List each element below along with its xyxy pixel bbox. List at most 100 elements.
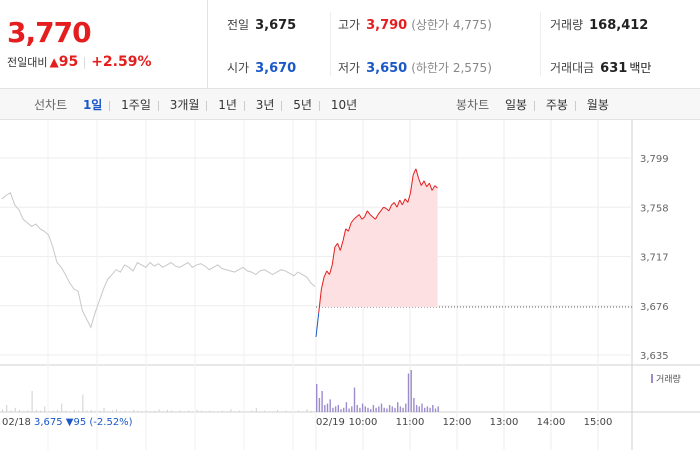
intraday-line-segment	[361, 216, 365, 220]
volume-bar	[234, 411, 236, 412]
volume-bar	[324, 405, 326, 412]
intraday-line-segment	[391, 202, 395, 206]
volume-bar	[124, 410, 126, 412]
intraday-line-segment	[339, 240, 344, 251]
intraday-line-segment	[372, 216, 376, 220]
tab-3m[interactable]: 3개월	[169, 98, 200, 112]
intraday-line-segment	[420, 180, 425, 186]
volume-bar	[318, 398, 321, 412]
volume-bar	[238, 410, 240, 412]
volume-bar	[69, 411, 71, 412]
volume-bar	[82, 394, 84, 412]
volume-bar	[179, 410, 181, 412]
volume-bar	[268, 411, 270, 412]
intraday-line-segment	[374, 214, 379, 220]
price-box: 3,770 전일대비 ▲95 +2.59%	[0, 0, 208, 88]
volume-bar	[243, 411, 245, 412]
volume-bar	[247, 411, 249, 412]
volume-bar	[230, 409, 232, 412]
volume-label: 거래량	[550, 18, 584, 32]
volume-bar	[397, 402, 399, 412]
volume-bar	[372, 405, 375, 412]
high-stat: 고가 3,790 (상한가 4,775)	[338, 16, 492, 33]
volume-bar	[348, 408, 350, 412]
amount-value: 631	[600, 61, 628, 76]
volume-bar	[364, 406, 366, 412]
intraday-line-segment	[401, 198, 406, 206]
volume-bar	[378, 406, 380, 412]
volume-bar	[162, 411, 164, 412]
tab-10y[interactable]: 10년	[330, 98, 358, 112]
divider	[318, 100, 320, 111]
volume-bar	[61, 403, 63, 412]
volume-legend-label: 거래량	[656, 373, 681, 385]
volume-bar	[23, 411, 25, 412]
volume-bar	[65, 410, 67, 412]
change-label: 전일대비	[7, 56, 48, 69]
volume-bar	[272, 411, 274, 412]
intraday-line-segment	[388, 204, 393, 212]
volume-bar	[432, 405, 434, 412]
divider	[206, 100, 208, 111]
amount-label: 거래대금	[550, 61, 595, 75]
tab-daily[interactable]: 일봉	[504, 98, 528, 112]
volume-bar	[166, 409, 168, 412]
volume-bar	[391, 406, 393, 412]
divider	[84, 56, 86, 69]
tab-1y[interactable]: 1년	[218, 98, 237, 112]
x-tick-label: 14:00	[537, 417, 566, 428]
volume-bar	[276, 409, 278, 412]
volume-bar	[426, 406, 429, 412]
volume-bar	[315, 411, 316, 412]
divider	[109, 100, 111, 111]
divider	[534, 100, 536, 111]
volume-bar	[44, 406, 46, 412]
volume-bar	[337, 405, 339, 412]
tab-weekly[interactable]: 주봉	[545, 98, 568, 112]
volume-bar	[334, 406, 337, 412]
volume-bar	[48, 411, 50, 412]
volume-bar	[386, 408, 388, 412]
volume-bar	[73, 409, 75, 412]
intraday-line-segment	[415, 168, 420, 179]
volume-bar	[154, 410, 156, 412]
intraday-line-segment	[385, 208, 390, 212]
intraday-line-segment	[366, 210, 371, 215]
y-tick-label: 3,676	[640, 302, 669, 313]
volume-bar	[150, 411, 152, 412]
intraday-line-segment	[410, 174, 414, 193]
volume-bar	[281, 411, 283, 412]
open-value: 3,670	[255, 61, 297, 76]
change-percent: +2.59%	[91, 54, 152, 70]
volume-bar	[316, 384, 318, 412]
candle-chart-tabs: 봉차트 일봉 주봉 월봉	[456, 96, 611, 113]
volume-bar	[120, 411, 122, 412]
tab-1d[interactable]: 1일	[82, 98, 103, 112]
volume-bar	[107, 411, 109, 412]
intraday-line-segment	[331, 246, 336, 265]
tab-monthly[interactable]: 월봉	[586, 98, 609, 112]
open-stat: 시가 3,670	[227, 59, 296, 76]
volume-bar	[78, 410, 80, 412]
volume-bar	[306, 409, 308, 412]
intraday-line-segment	[329, 264, 333, 275]
tab-1w[interactable]: 1주일	[121, 98, 151, 112]
tab-3y[interactable]: 3년	[255, 98, 275, 112]
volume-bar	[383, 407, 385, 412]
intraday-fill	[316, 168, 438, 307]
volume-legend-swatch	[651, 374, 653, 383]
intraday-line-segment	[426, 182, 430, 188]
intraday-line-segment	[334, 242, 339, 248]
divider	[157, 100, 159, 111]
intraday-line-segment	[358, 214, 363, 220]
volume-bar	[310, 410, 312, 412]
volume-bar	[260, 411, 262, 412]
amount-unit: 백만	[629, 61, 652, 75]
x-tick-label: 13:00	[490, 417, 519, 428]
volume-bar	[343, 407, 345, 412]
divider	[243, 100, 245, 111]
low-stat: 저가 3,650 (하한가 2,575)	[338, 59, 492, 76]
intraday-line-segment	[353, 216, 357, 220]
tab-5y[interactable]: 5년	[293, 98, 312, 112]
volume-bar	[128, 411, 130, 412]
